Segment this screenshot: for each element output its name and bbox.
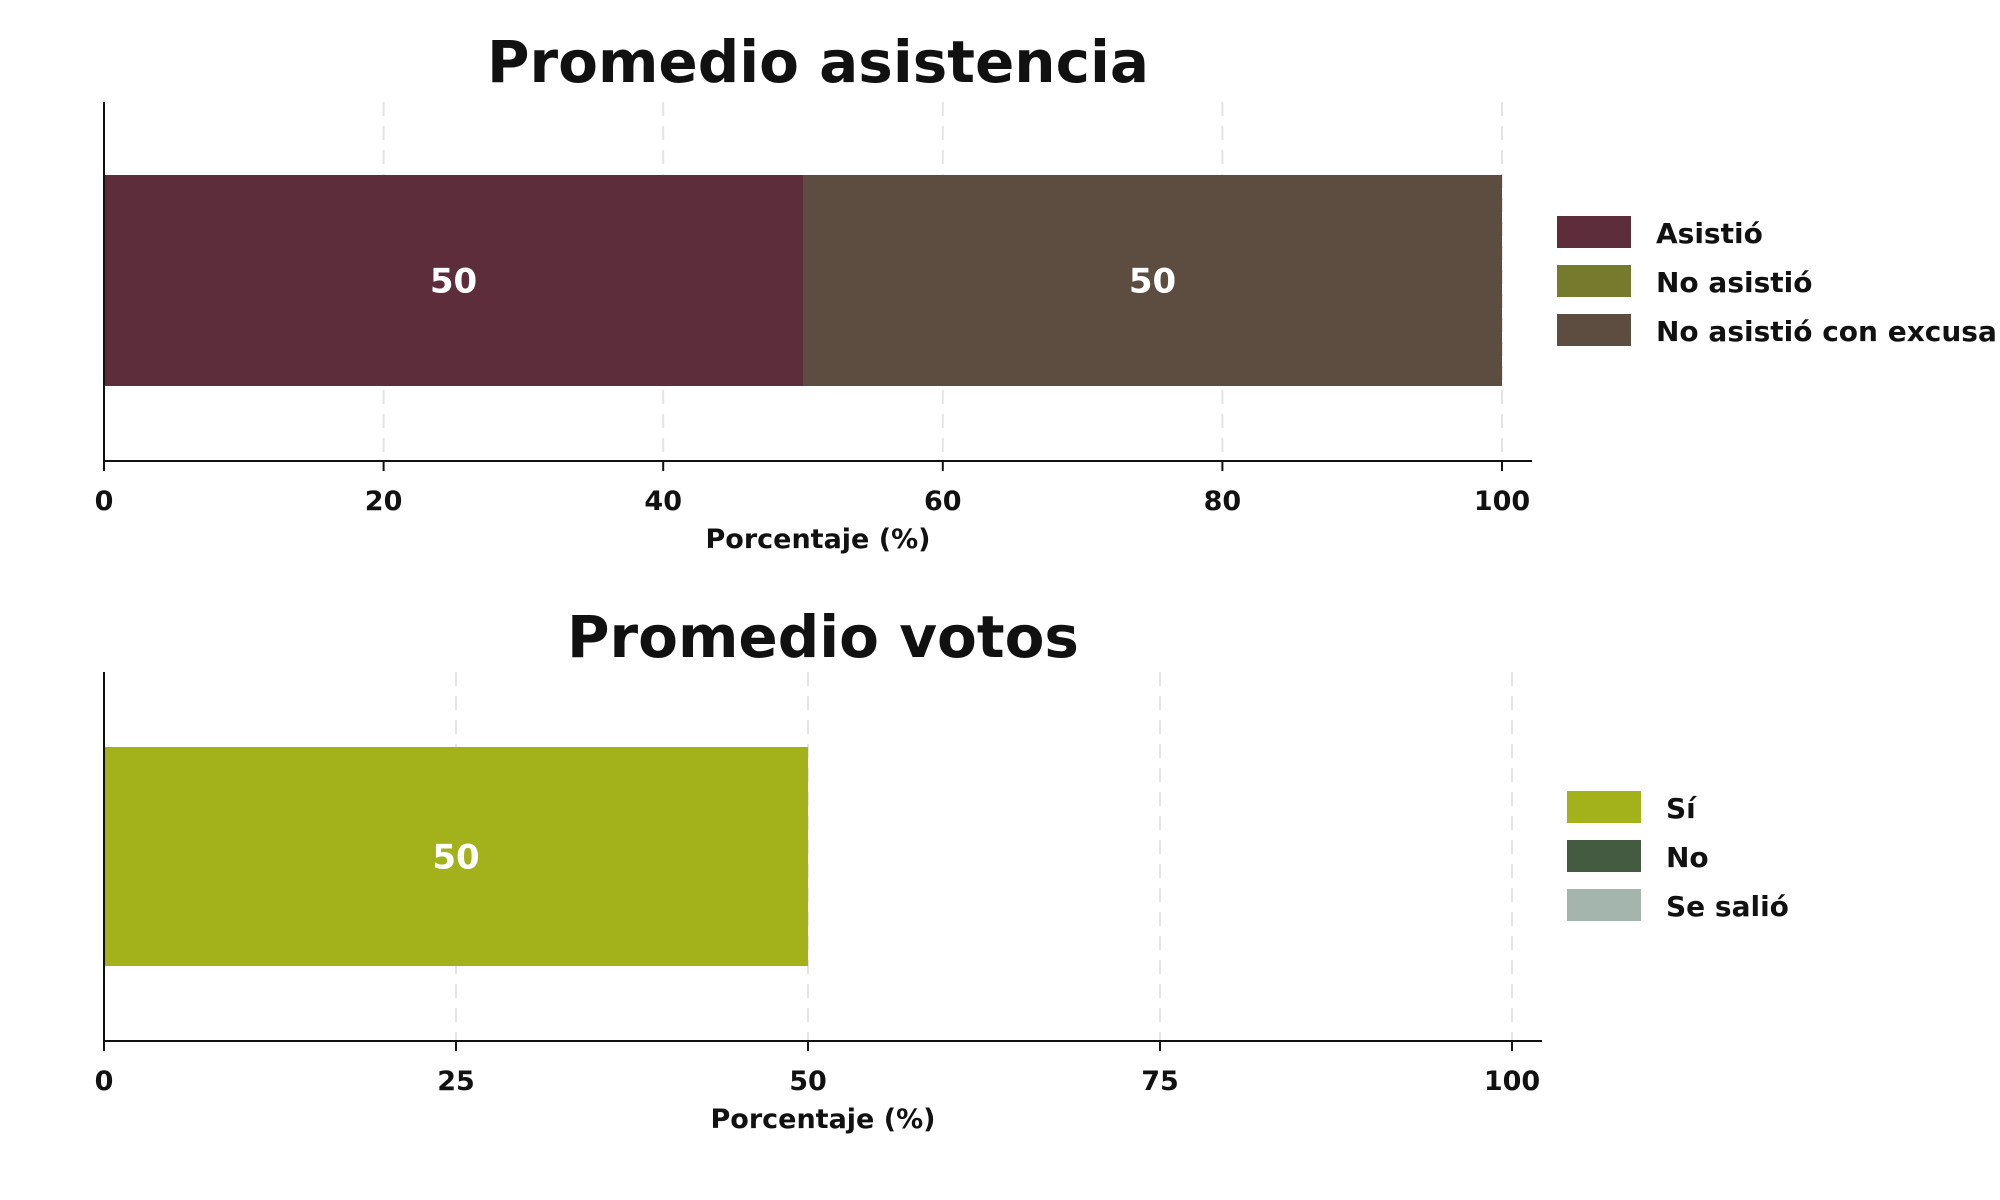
- x-tick-label: 100: [1484, 1066, 1540, 1097]
- legend-label-no-asistio-con-excusa: No asistió con excusa: [1656, 315, 1997, 348]
- chart-promedio-votos: Promedio votos 50 0 25 50 75 100 Porcentaje (%)…: [95, 603, 1789, 1135]
- data-label-si: 50: [432, 838, 479, 878]
- legend-label-no: No: [1666, 841, 1709, 874]
- chart-title: Promedio votos: [567, 603, 1079, 671]
- bar-segment-si: [104, 747, 808, 966]
- legend-label-si: Sí: [1666, 792, 1697, 825]
- legend-swatch-se-salio: [1567, 889, 1641, 921]
- data-label-no-asistio-con-excusa: 50: [1129, 262, 1176, 302]
- legend-label-asistio: Asistió: [1656, 217, 1763, 250]
- x-tick-label: 0: [95, 486, 114, 517]
- x-tick-label: 80: [1204, 486, 1242, 517]
- x-tick-label: 20: [365, 486, 403, 517]
- legend-swatch-asistio: [1557, 216, 1631, 248]
- x-tick-label: 50: [789, 1066, 827, 1097]
- chart-promedio-asistencia: Promedio asistencia 50 50 0 20 40 60 80 100 Porce…: [95, 28, 1997, 555]
- legend-label-se-salio: Se salió: [1666, 890, 1789, 923]
- chart-title: Promedio asistencia: [487, 28, 1149, 96]
- x-tick-label: 40: [644, 486, 682, 517]
- x-tick-label: 60: [924, 486, 962, 517]
- data-label-asistio: 50: [430, 262, 477, 302]
- legend-swatch-no-asistio: [1557, 265, 1631, 297]
- x-axis-label: Porcentaje (%): [705, 524, 930, 555]
- legend-swatch-si: [1567, 791, 1641, 823]
- bar-segment-no-asistio-con-excusa: [803, 175, 1502, 386]
- x-tick-label: 0: [95, 1066, 114, 1097]
- x-tick-label: 25: [437, 1066, 475, 1097]
- legend: Asistió No asistió No asistió con excusa: [1557, 216, 1997, 348]
- x-axis-label: Porcentaje (%): [710, 1104, 935, 1135]
- legend: Sí No Se salió: [1567, 791, 1789, 923]
- legend-swatch-no: [1567, 840, 1641, 872]
- x-tick-label: 75: [1141, 1066, 1179, 1097]
- legend-label-no-asistio: No asistió: [1656, 266, 1812, 299]
- x-tick-label: 100: [1474, 486, 1530, 517]
- legend-swatch-no-asistio-con-excusa: [1557, 314, 1631, 346]
- bar-segment-asistio: [104, 175, 803, 386]
